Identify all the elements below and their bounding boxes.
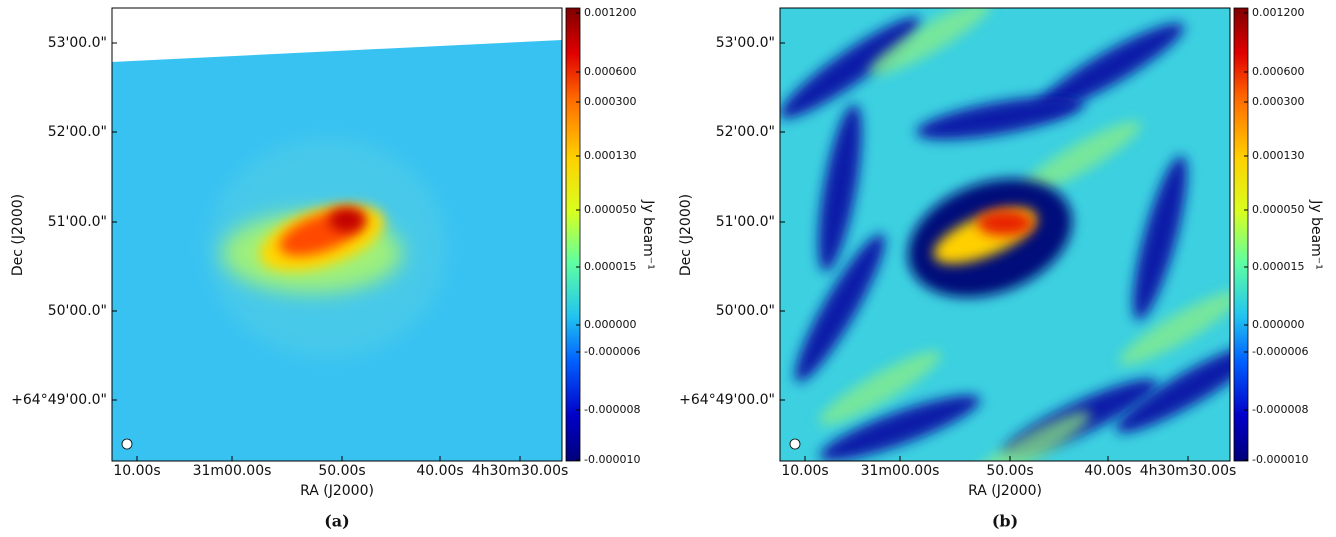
colorbar-tick-label: -0.000006 [1252,345,1308,358]
x-tick-label: 31m00.00s [193,463,272,479]
x-tick-label: 31m00.00s [861,463,940,479]
core [977,210,1033,236]
x-tick-label: 40.00s [1084,463,1131,479]
stripe [818,104,862,272]
colorbar-tick-label: 0.000015 [584,260,637,273]
colorbar-tick-label: 0.000000 [584,318,637,331]
stripe [1018,120,1142,196]
stripe [916,96,1084,140]
x-tick-label: 4h30m30.00s [472,463,569,479]
y-tick-label: 53'00.0" [48,35,107,51]
stripe [968,410,1092,461]
colorbar-tick-label: 0.000050 [1252,203,1305,216]
y-tick-label: 51'00.0" [48,214,107,230]
y-tick-label: 50'00.0" [716,303,775,319]
colorbar-tick-label: 0.000600 [584,65,637,78]
colorbar-tick-label: -0.000010 [1252,453,1308,466]
stripe [1133,155,1187,321]
colorbar-tick-label: 0.000050 [584,203,637,216]
x-axis-label: RA (J2000) [968,483,1042,499]
x-tick-label: 10.00s [113,463,160,479]
colorbar-label: Jy beam⁻¹ [640,199,656,270]
y-tick-label: 50'00.0" [48,303,107,319]
caption: (b) [992,512,1018,531]
x-axis-label: RA (J2000) [300,483,374,499]
beam [789,438,801,450]
colorbar-tick-label: -0.000006 [584,345,640,358]
frame [111,7,563,462]
colorbar-tick-label: 0.000130 [1252,149,1305,162]
blank [112,8,562,62]
y-axis-label: Dec (J2000) [10,194,26,276]
colorbar [1233,7,1249,462]
colorbar-tick-label: 0.000600 [1252,65,1305,78]
x-tick-label: 10.00s [781,463,828,479]
y-tick-label: 53'00.0" [716,35,775,51]
x-tick-label: 40.00s [416,463,463,479]
x-tick-label: 4h30m30.00s [1140,463,1237,479]
image [780,8,1230,461]
stripe [780,17,921,119]
y-tick-label: 51'00.0" [716,214,775,230]
stripe [819,395,981,461]
image [112,8,562,461]
colorbar-label: Jy beam⁻¹ [1308,199,1324,270]
x-tick-label: 50.00s [986,463,1033,479]
colorbar-tick-label: 0.001200 [1252,6,1305,19]
stripe [818,350,942,426]
y-axis-label: Dec (J2000) [678,194,694,276]
colorbar-tick-label: -0.000008 [1252,403,1308,416]
colorbar-tick-label: 0.000000 [1252,318,1305,331]
beam [121,438,133,450]
y-tick-label: +64°49'00.0" [11,392,107,408]
y-tick-label: 52'00.0" [716,124,775,140]
frame [779,7,1231,462]
colorbar-tick-label: 0.000300 [584,95,637,108]
caption: (a) [324,512,350,531]
colorbar-tick-label: -0.000008 [584,403,640,416]
colorbar-tick-label: -0.000010 [584,453,640,466]
y-tick-label: 52'00.0" [48,124,107,140]
stripe [868,8,992,76]
colorbar-tick-label: 0.000130 [584,149,637,162]
core [329,208,365,232]
y-tick-label: +64°49'00.0" [679,392,775,408]
x-tick-label: 50.00s [318,463,365,479]
colorbar-tick-label: 0.001200 [584,6,637,19]
stripe [1035,23,1185,113]
colorbar [565,7,581,462]
colorbar-tick-label: 0.000300 [1252,95,1305,108]
colorbar-tick-label: 0.000015 [1252,260,1305,273]
stripe [795,233,885,383]
stripe [1118,290,1230,366]
stripe [1115,343,1230,433]
